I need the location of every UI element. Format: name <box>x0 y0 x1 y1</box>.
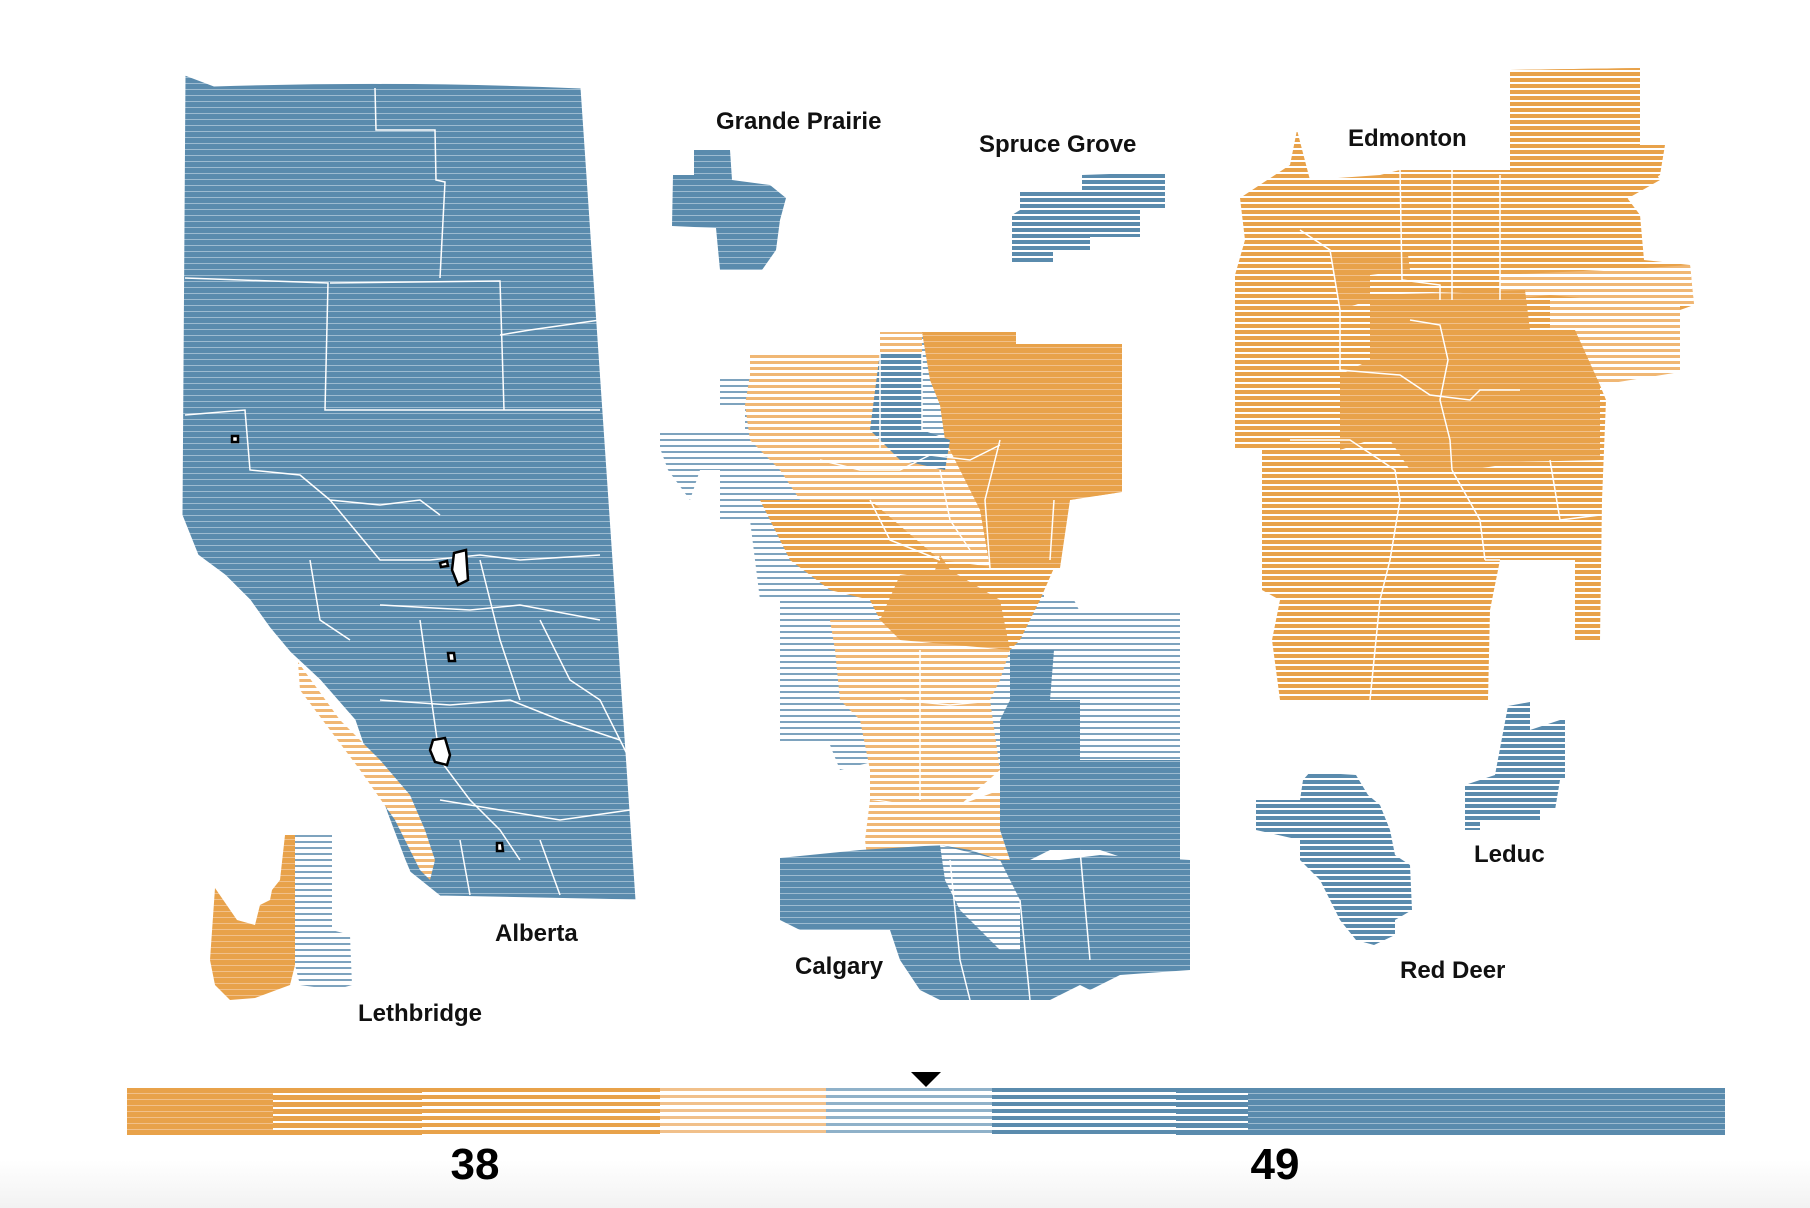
edmonton-map <box>1235 68 1694 701</box>
orange-seat-count: 38 <box>450 1140 500 1189</box>
alberta-map <box>181 74 637 901</box>
majority-marker-icon <box>911 1072 941 1087</box>
legend-seg-orange-strongest <box>127 1088 273 1135</box>
label-calgary: Calgary <box>795 953 884 980</box>
lethbridge-map <box>210 835 352 1000</box>
label-lethbridge: Lethbridge <box>358 1000 482 1027</box>
legend-seg-blue-strong <box>1176 1088 1248 1135</box>
seat-legend-bar <box>127 1088 1725 1135</box>
legend-seg-blue-strongest <box>1248 1088 1725 1135</box>
label-edmonton: Edmonton <box>1348 125 1467 152</box>
legend-seg-blue-light <box>826 1088 992 1135</box>
label-red-deer: Red Deer <box>1400 957 1506 984</box>
edmonton-highlight <box>450 548 470 587</box>
label-alberta: Alberta <box>495 920 578 947</box>
legend-seg-orange-strong <box>273 1088 422 1135</box>
legend-seg-orange-light <box>660 1088 826 1135</box>
spruce-grove-map <box>1012 172 1165 262</box>
label-leduc: Leduc <box>1474 841 1545 868</box>
red-deer-map <box>1256 772 1412 945</box>
label-spruce-grove: Spruce Grove <box>979 131 1137 158</box>
legend-seg-orange-medium <box>422 1088 660 1135</box>
leduc-map <box>1465 702 1565 830</box>
label-grande-prairie: Grande Prairie <box>716 108 882 135</box>
calgary-map <box>660 332 1190 1001</box>
legend-seg-blue-medium <box>992 1088 1176 1135</box>
blue-seat-count: 49 <box>1250 1140 1300 1189</box>
calgary-highlight <box>428 736 452 767</box>
grande-prairie-map <box>672 150 786 270</box>
